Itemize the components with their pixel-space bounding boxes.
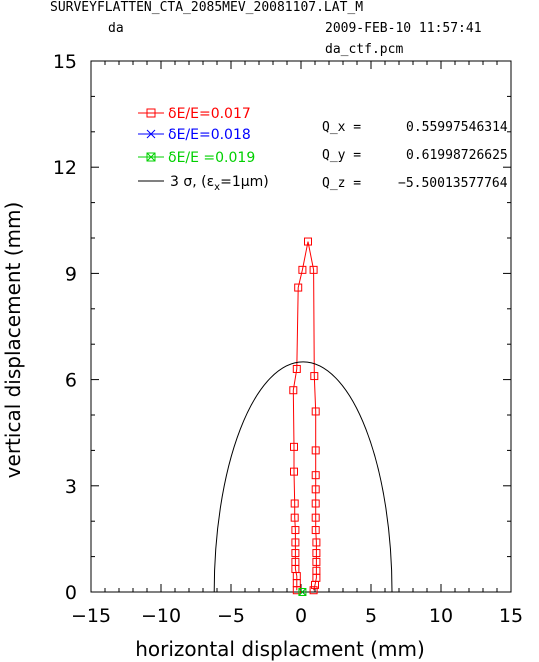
data-point-square bbox=[311, 499, 320, 508]
data-point-square bbox=[289, 386, 298, 395]
legend-marker-x bbox=[146, 129, 156, 139]
data-point-square bbox=[312, 538, 321, 547]
y-axis-label: vertical displacement (mm) bbox=[1, 202, 25, 479]
data-point-square bbox=[290, 442, 298, 451]
qz-value: −5.50013577764 bbox=[398, 176, 508, 191]
data-point-square bbox=[291, 549, 300, 558]
data-point-square bbox=[291, 557, 300, 566]
tick-labels: −15 −10 −5 0 5 10 15 0 3 6 9 12 15 bbox=[53, 51, 523, 627]
data-point-square bbox=[311, 580, 319, 589]
data-point-square bbox=[310, 372, 319, 381]
data-point-square bbox=[312, 557, 321, 566]
data-point-square bbox=[309, 586, 318, 595]
three-sigma-ellipse bbox=[213, 361, 393, 593]
data-point-boxed-x bbox=[298, 588, 307, 596]
x-tick-label: 10 bbox=[429, 605, 453, 627]
filename: da_ctf.pcm bbox=[325, 42, 403, 57]
legend-marker-boxed-x bbox=[146, 152, 156, 162]
legend-label-0018: δE/E=0.018 bbox=[168, 127, 251, 143]
y-tick-label: 12 bbox=[53, 157, 77, 179]
y-tick-label: 0 bbox=[65, 582, 77, 604]
legend: δE/E=0.017 δE/E=0.018 δE/E =0.019 3 σ, (… bbox=[138, 106, 269, 193]
legend-label-0017: δE/E=0.017 bbox=[168, 106, 251, 122]
data-point-square bbox=[298, 265, 307, 274]
x-tick-label: −10 bbox=[141, 605, 181, 627]
data-point-boxed-x-cross bbox=[298, 588, 307, 596]
legend-marker-square bbox=[146, 108, 156, 118]
qx-label: Q_x = bbox=[322, 120, 361, 135]
data-point-square bbox=[311, 471, 320, 480]
x-tick-label: −15 bbox=[71, 605, 111, 627]
plot-subtitle: da bbox=[108, 21, 124, 36]
qx-value: 0.55997546314 bbox=[406, 120, 508, 135]
legend-entry-0018: δE/E=0.018 bbox=[138, 127, 251, 143]
data-point-square bbox=[290, 467, 298, 476]
data-point-square bbox=[294, 283, 303, 292]
x-tick-label: 15 bbox=[499, 605, 523, 627]
legend-label-0019: δE/E =0.019 bbox=[168, 150, 255, 166]
y-tick-label: 9 bbox=[65, 263, 77, 285]
data-point-square bbox=[311, 446, 320, 455]
y-tick-label: 3 bbox=[65, 476, 77, 498]
x-tick-label: −5 bbox=[217, 605, 245, 627]
legend-entry-0019: δE/E =0.019 bbox=[138, 150, 255, 166]
data-point-square bbox=[291, 526, 300, 535]
y-tick-label: 6 bbox=[65, 370, 77, 392]
series-group bbox=[213, 237, 393, 596]
data-point-square bbox=[312, 549, 321, 558]
axis-ticks bbox=[90, 60, 512, 593]
x-axis-label: horizontal displacment (mm) bbox=[135, 637, 425, 661]
data-point-square bbox=[304, 237, 312, 246]
data-point-square bbox=[290, 499, 299, 508]
x-tick-label: 0 bbox=[295, 605, 307, 627]
tune-values: Q_x = 0.55997546314 Q_y = 0.61998726625 … bbox=[322, 120, 508, 191]
y-tick-label: 15 bbox=[53, 51, 77, 73]
lattice-title: SURVEYFLATTEN_CTA_2085MEV_20081107.LAT_M bbox=[50, 0, 363, 15]
qz-label: Q_z = bbox=[322, 176, 361, 191]
data-point-square bbox=[311, 526, 320, 535]
data-point-square bbox=[311, 513, 320, 522]
qy-label: Q_y = bbox=[322, 148, 361, 163]
data-point-square bbox=[311, 407, 320, 416]
legend-label-3sigma: 3 σ, (εx=1μm) bbox=[170, 174, 269, 193]
data-point-square bbox=[311, 485, 320, 494]
data-point-square bbox=[309, 265, 318, 274]
legend-entry-3sigma: 3 σ, (εx=1μm) bbox=[138, 174, 269, 193]
plot-frame bbox=[90, 60, 512, 593]
legend-marker-boxed-x-cross bbox=[146, 152, 156, 162]
data-point-square bbox=[291, 538, 300, 547]
timestamp: 2009-FEB-10 11:57:41 bbox=[325, 21, 482, 36]
series-line-0 bbox=[292, 241, 317, 591]
x-tick-label: 5 bbox=[365, 605, 377, 627]
qy-value: 0.61998726625 bbox=[406, 148, 508, 163]
data-point-square bbox=[290, 513, 299, 522]
legend-entry-0017: δE/E=0.017 bbox=[138, 106, 251, 122]
data-point-square bbox=[292, 364, 301, 373]
